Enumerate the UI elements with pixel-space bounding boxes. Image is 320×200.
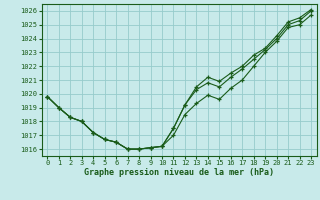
X-axis label: Graphe pression niveau de la mer (hPa): Graphe pression niveau de la mer (hPa) bbox=[84, 168, 274, 177]
